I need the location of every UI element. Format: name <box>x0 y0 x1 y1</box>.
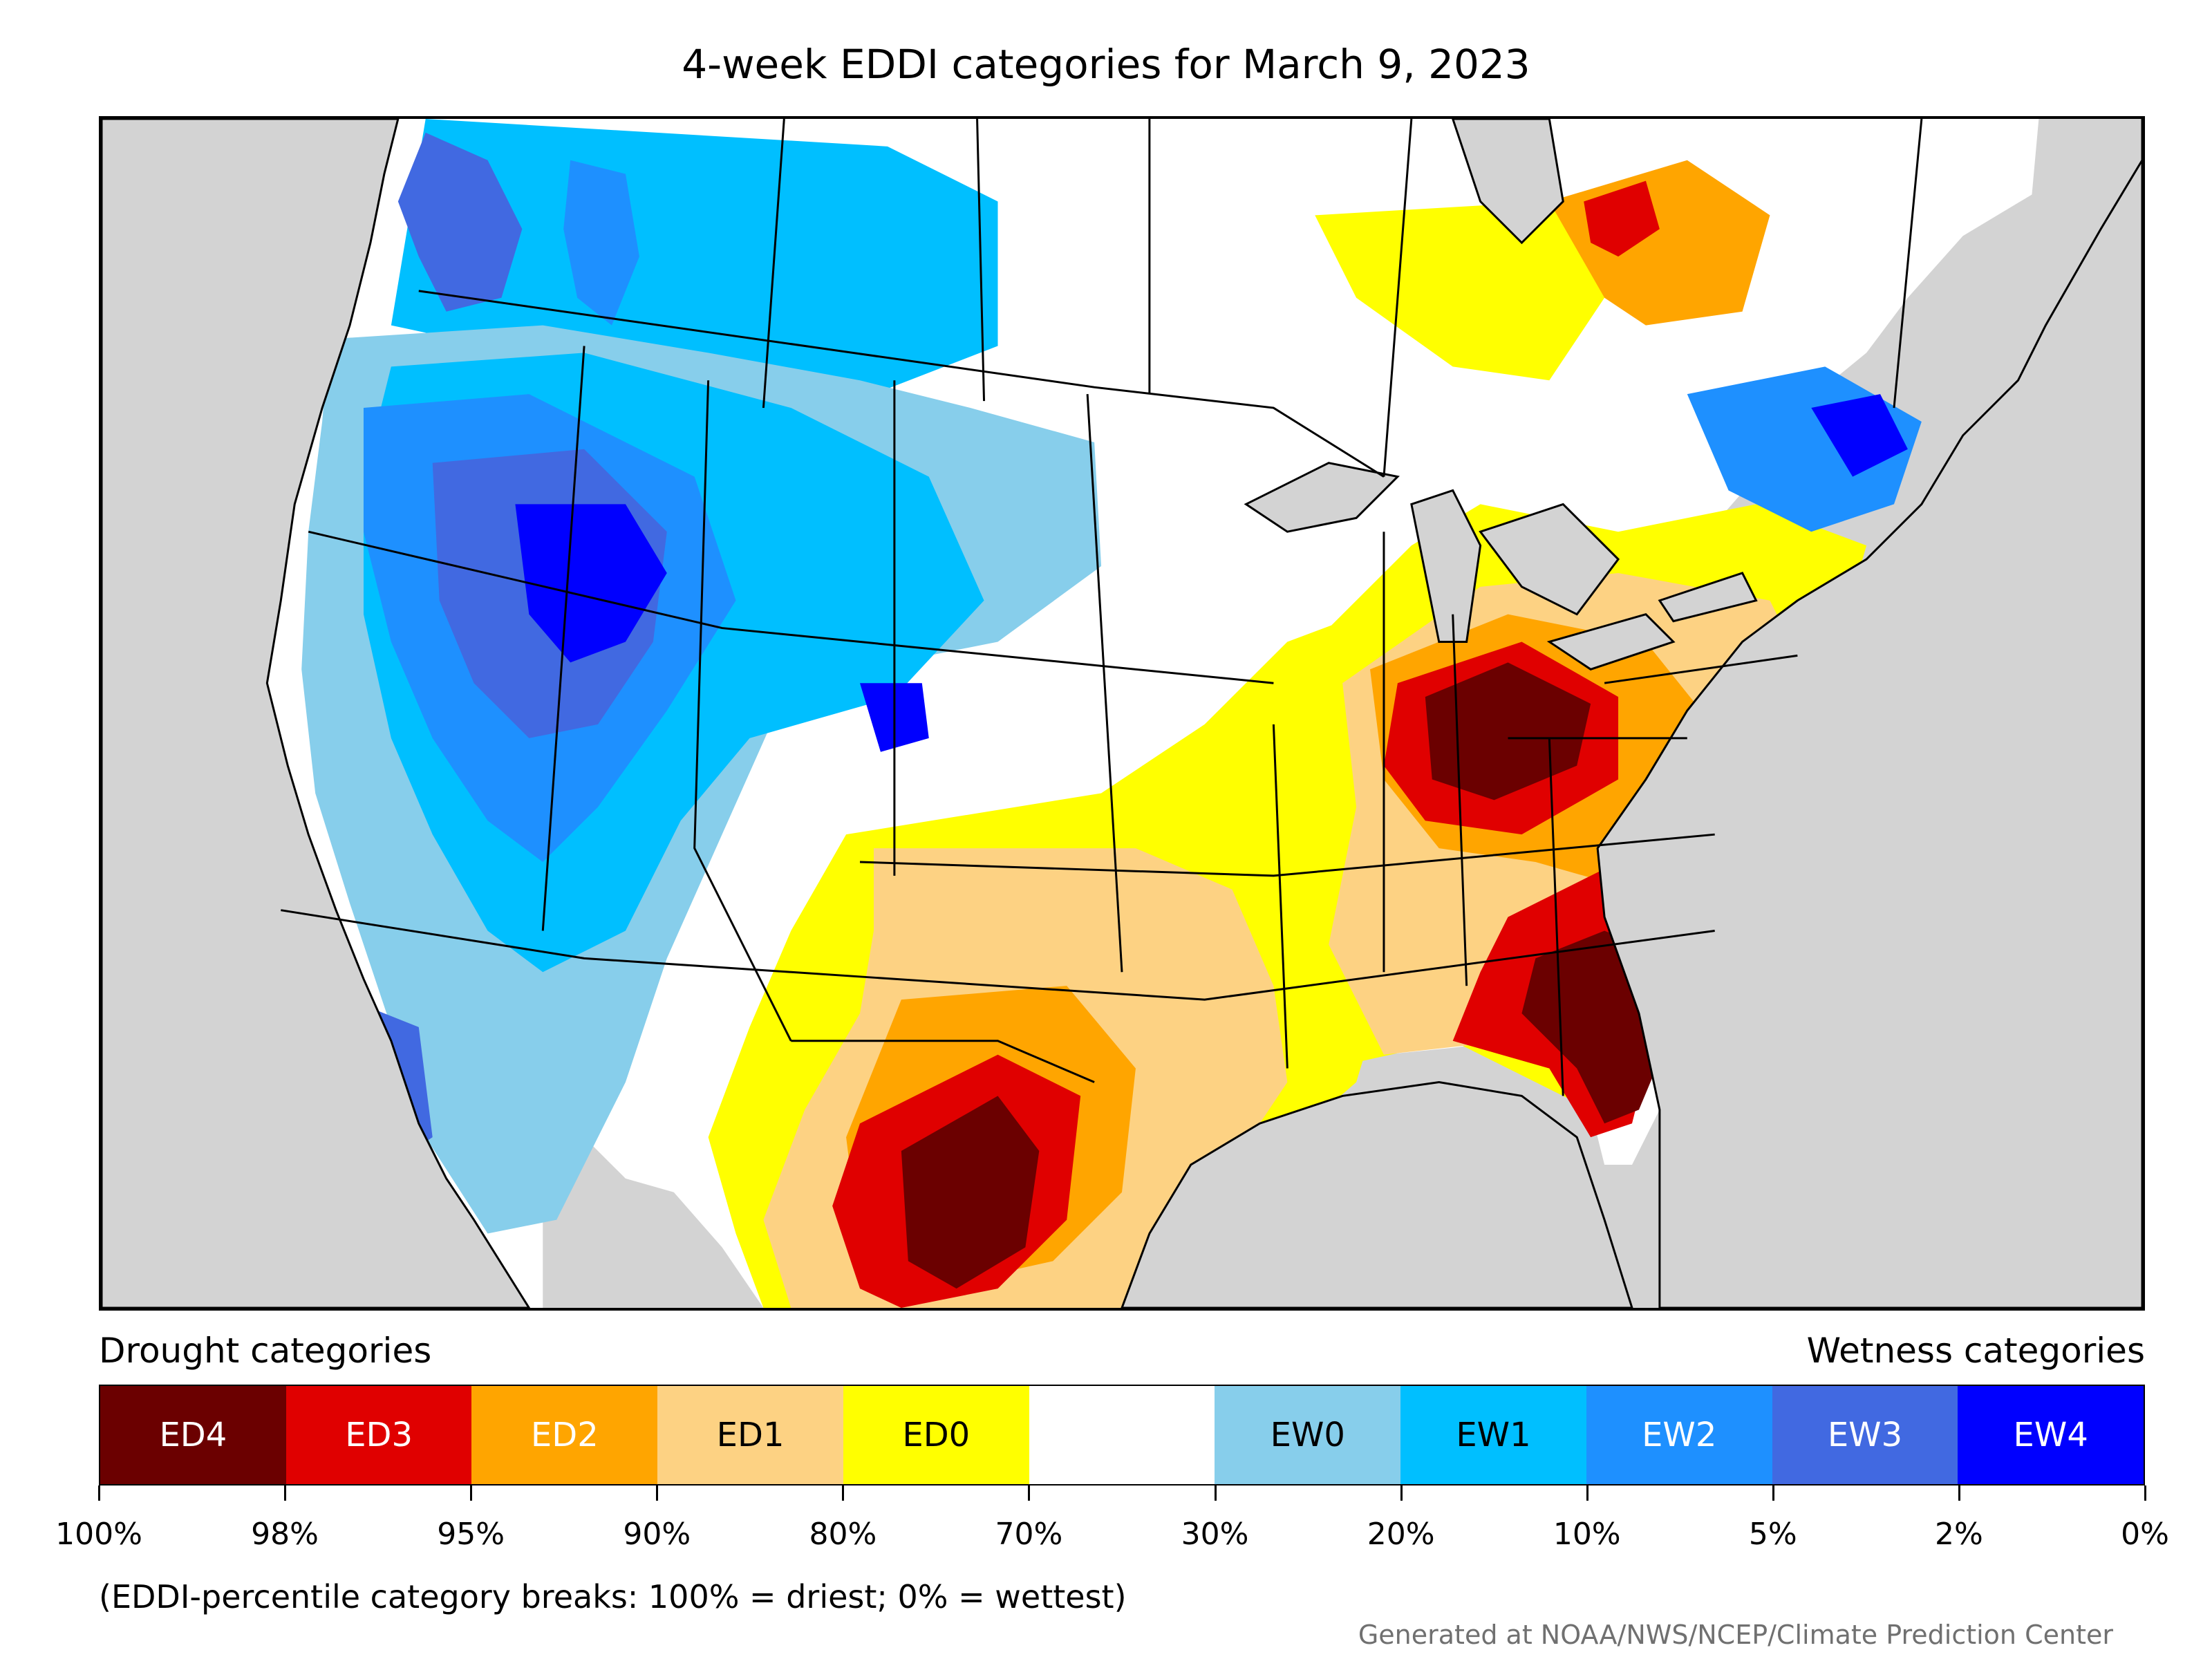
colorbar-tick-label: 10% <box>1553 1517 1621 1552</box>
colorbar-ticks <box>98 1485 2146 1513</box>
colorbar-tick <box>656 1485 659 1501</box>
colorbar-segment: EW2 <box>1586 1386 1772 1484</box>
colorbar-segment: ED2 <box>471 1386 658 1484</box>
colorbar-tick-label: 70% <box>995 1517 1063 1552</box>
map-title: 4-week EDDI categories for March 9, 2023 <box>682 41 1530 88</box>
eddi-map-svg <box>102 119 2142 1308</box>
colorbar-segment: EW1 <box>1400 1386 1586 1484</box>
colorbar-tick-label: 90% <box>623 1517 691 1552</box>
drought-ed4-texas <box>901 1096 1040 1289</box>
colorbar-tick-label: 2% <box>1935 1517 1983 1552</box>
eddi-map <box>99 116 2145 1311</box>
drought-categories-heading: Drought categories <box>99 1331 432 1371</box>
colorbar-tick <box>470 1485 473 1501</box>
colorbar-tick <box>2144 1485 2146 1501</box>
drought-ed0-ontario <box>1315 201 1605 381</box>
category-colorbar: ED4 ED3 ED2 ED1 ED0 EW0 EW1 EW2 EW3 EW4 <box>99 1385 2145 1485</box>
wet-region-rockies-north <box>563 160 639 326</box>
colorbar-segment: EW0 <box>1215 1386 1401 1484</box>
colorbar-tick <box>1958 1485 1960 1501</box>
drought-ed4-canada-east <box>1584 180 1660 257</box>
colorbar-segment <box>1029 1386 1215 1484</box>
hudson-bay-edge <box>1452 119 1564 245</box>
colorbar-tick <box>1214 1485 1217 1501</box>
colorbar-tick <box>1028 1485 1031 1501</box>
colorbar-tick-label: 100% <box>55 1517 142 1552</box>
colorbar-tick <box>1586 1485 1588 1501</box>
gulf-of-mexico <box>1121 1081 1633 1308</box>
colorbar-tick-label: 95% <box>437 1517 505 1552</box>
wet-region-northwest <box>397 132 523 312</box>
colorbar-segment: ED3 <box>285 1386 472 1484</box>
colorbar-tick-label: 20% <box>1367 1517 1435 1552</box>
colorbar-segment: ED1 <box>657 1386 843 1484</box>
atlantic-ocean <box>1596 119 2142 1308</box>
credit-line: Generated at NOAA/NWS/NCEP/Climate Predi… <box>1358 1620 2113 1650</box>
wetness-categories-heading: Wetness categories <box>1806 1331 2145 1371</box>
colorbar-tick-label: 0% <box>2121 1517 2169 1552</box>
wet-region-northeast-ew4 <box>1811 394 1908 477</box>
colorbar-tick <box>284 1485 287 1501</box>
drought-ed4-ohio-valley <box>1425 662 1591 800</box>
political-borders <box>281 119 1923 1096</box>
category-breaks-note: (EDDI-percentile category breaks: 100% =… <box>99 1578 1127 1615</box>
colorbar-tick <box>842 1485 845 1501</box>
colorbar-segment: ED0 <box>843 1386 1029 1484</box>
pacific-ocean <box>102 119 531 1308</box>
colorbar-segment: EW3 <box>1772 1386 1958 1484</box>
colorbar-tick-label: 30% <box>1181 1517 1249 1552</box>
wet-region-ew4-great-basin <box>515 504 667 663</box>
colorbar-tick-label: 80% <box>809 1517 877 1552</box>
colorbar-tick-label: 5% <box>1748 1517 1797 1552</box>
colorbar-tick-label: 98% <box>251 1517 319 1552</box>
colorbar-tick <box>1772 1485 1774 1501</box>
colorbar-segment: EW4 <box>1958 1386 2144 1484</box>
great-lakes <box>1244 462 1758 671</box>
colorbar-tick <box>1400 1485 1403 1501</box>
colorbar-tick <box>98 1485 100 1501</box>
colorbar-segment: ED4 <box>100 1386 286 1484</box>
